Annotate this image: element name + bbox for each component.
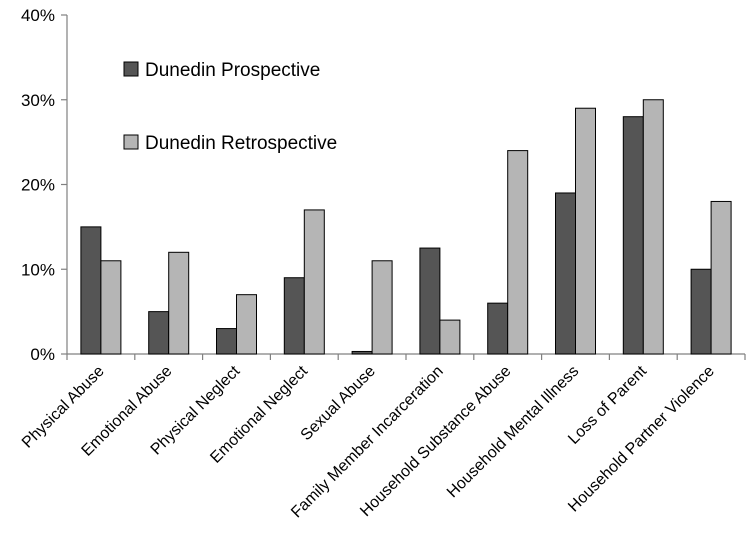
- bar-retrospective: [371, 260, 393, 355]
- y-tick-label: 20%: [21, 176, 55, 195]
- bar-prospective: [690, 268, 712, 355]
- x-category-label: Household Partner Violence: [565, 363, 718, 516]
- bar-prospective: [351, 350, 373, 355]
- legend: Dunedin Prospective Dunedin Retrospective: [123, 60, 337, 154]
- bar-prospective: [555, 192, 576, 355]
- y-tick-label: 10%: [21, 260, 55, 279]
- x-category-label: Household Mental Illness: [444, 363, 582, 501]
- bar-retrospective: [642, 99, 664, 355]
- legend-swatch: [123, 134, 139, 150]
- bar-prospective: [487, 302, 509, 355]
- legend-label: Dunedin Prospective: [145, 60, 320, 81]
- bar-retrospective: [168, 251, 190, 355]
- bar-retrospective: [100, 260, 122, 355]
- bar-prospective: [283, 277, 305, 355]
- bar-retrospective: [575, 107, 596, 355]
- bar-retrospective: [710, 200, 732, 355]
- y-tick-label: 0%: [30, 345, 55, 364]
- bar-prospective: [216, 328, 237, 355]
- bar-retrospective: [507, 150, 529, 355]
- bar-retrospective: [303, 209, 325, 355]
- bar-prospective: [148, 311, 170, 355]
- bar-prospective: [419, 247, 441, 355]
- legend-swatch: [123, 61, 139, 77]
- bar-retrospective: [236, 294, 257, 355]
- y-tick-label: 30%: [21, 91, 55, 110]
- bar-retrospective: [439, 319, 461, 355]
- bar-prospective: [80, 226, 102, 355]
- bars: [80, 99, 732, 355]
- y-tick-label: 40%: [21, 6, 55, 25]
- bar-prospective: [622, 116, 644, 355]
- legend-label: Dunedin Retrospective: [145, 133, 337, 154]
